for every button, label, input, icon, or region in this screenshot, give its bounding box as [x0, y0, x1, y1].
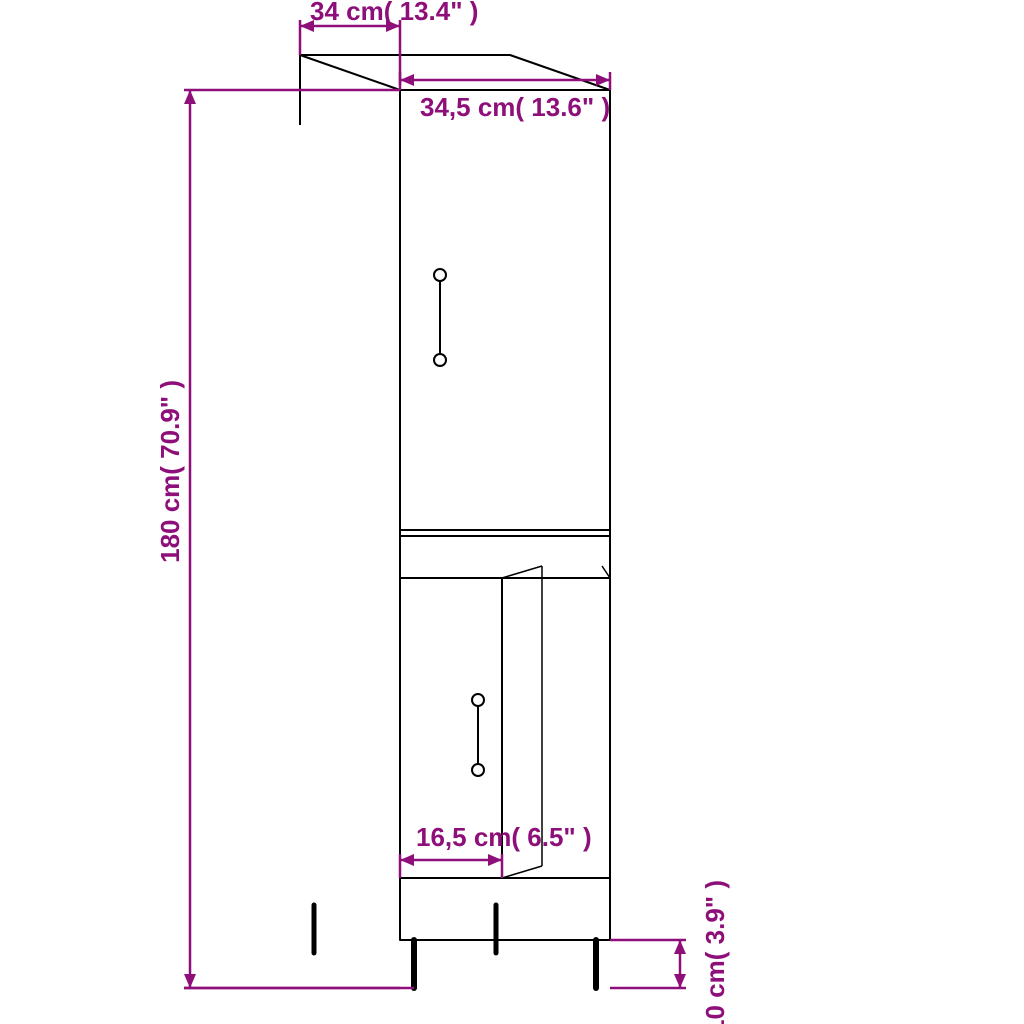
dim-label-height: 180 cm( 70.9" ) — [155, 380, 186, 563]
dim-label-depth: 34 cm( 13.4" ) — [310, 0, 478, 27]
dim-label-leg-height: 10 cm( 3.9" ) — [700, 880, 731, 1024]
dim-label-width: 34,5 cm( 13.6" ) — [420, 92, 610, 123]
diagram-stage: { "colors": { "outline": "#000000", "dim… — [0, 0, 1024, 1024]
diagram-svg — [0, 0, 1024, 1024]
dim-label-door-width: 16,5 cm( 6.5" ) — [416, 822, 592, 853]
